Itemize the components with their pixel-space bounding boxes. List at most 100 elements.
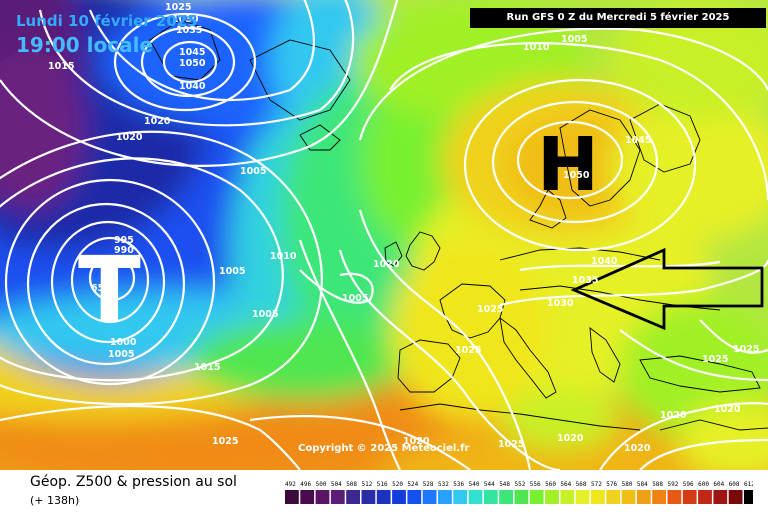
pressure-label: 1025 [165,2,191,13]
pressure-label: 1005 [240,166,266,177]
parameter-title: Géop. Z500 & pression au sol [30,474,237,490]
pressure-label: 1020 [116,132,143,143]
pressure-labels: 1025 1030 1035 1045 1050 1040 1015 1020 … [48,2,759,454]
color-scale-swatch [652,490,666,504]
pressure-label: 1040 [179,81,206,92]
pressure-label: 1005 [219,266,245,277]
map-canvas: H T 1025 1030 1035 1045 1050 1040 1015 1… [0,0,768,470]
pressure-label: 1020 [373,259,400,270]
color-scale-swatch [529,490,544,504]
color-scale-tick: 500 [316,481,327,488]
color-scale-tick: 492 [285,481,296,488]
color-scale-tick: 504 [331,481,342,488]
color-scale-swatch [667,490,682,504]
color-scale-tick: 536 [453,481,464,488]
copyright-text: Copyright © 2025 Meteociel.fr [298,443,470,454]
low-pressure-letter: T [78,237,141,344]
pressure-label: 1045 [179,47,205,58]
color-scale-tick: 532 [438,481,449,488]
color-scale-tick: 560 [545,481,556,488]
color-scale-swatch [682,490,697,504]
pressure-label: 1015 [48,61,74,72]
color-scale-swatch [744,490,753,504]
color-scale-tick: 584 [637,481,648,488]
color-scale-tick: 600 [698,481,709,488]
color-scale-tick: 612 [744,481,753,488]
color-scale-swatch [545,490,559,504]
color-scale-tick: 548 [499,481,510,488]
pressure-label: 1020 [557,433,584,444]
pressure-label: 1005 [108,349,134,360]
pressure-label: 1025 [212,436,238,447]
color-scale-tick: 596 [683,481,694,488]
color-scale-swatch [346,490,360,504]
color-scale-swatch [376,490,391,504]
forecast-date: Lundi 10 février 2025 [16,12,198,30]
color-scale-swatch [636,490,651,504]
color-scale-swatch [728,490,743,504]
color-scale-tick: 604 [713,481,724,488]
model-run-info: Run GFS 0 Z du Mercredi 5 février 2025 [470,8,766,28]
pressure-label: 1035 [176,25,202,36]
color-scale-tick: 568 [576,481,587,488]
color-scale-swatch [621,490,636,504]
pressure-label: 1020 [144,116,171,127]
color-scale-swatch [713,490,728,504]
pressure-label: 1030 [172,14,199,25]
pressure-label: 1000 [110,337,137,348]
weather-map: H T 1025 1030 1035 1045 1050 1040 1015 1… [0,0,768,470]
pressure-label: 1050 [179,58,206,69]
color-scale-swatch [499,490,513,504]
color-scale-tick: 572 [591,481,602,488]
pressure-label: 1005 [252,309,278,320]
pressure-centers: H T [78,122,599,344]
pressure-label: 1050 [563,170,590,181]
pressure-label: 1005 [561,34,587,45]
color-scale-swatch [468,490,483,504]
color-scale-tick: 512 [362,481,373,488]
pressure-label: 1025 [498,439,524,450]
color-scale-tick: 564 [560,481,571,488]
color-scale-swatch [361,490,376,504]
pressure-label: 1015 [194,362,220,373]
forecast-local-time: 19:00 locale [16,33,153,57]
color-scale-swatch [698,490,712,504]
color-scale-tick: 520 [392,481,403,488]
color-scale-swatch [300,490,315,504]
pressure-label: 1020 [660,410,687,421]
color-scale-swatch [438,490,452,504]
pressure-label: 1025 [455,345,481,356]
pressure-label: 995 [114,235,134,246]
color-scale-swatch [422,490,437,504]
color-scale-swatch [330,490,345,504]
color-scale-swatch [315,490,330,504]
color-scale-tick: 588 [652,481,663,488]
pressure-label: 1020 [714,404,741,415]
pressure-label: 1025 [477,304,503,315]
pressure-label: 990 [114,245,134,256]
color-scale-tick: 508 [346,481,357,488]
color-scale-tick: 580 [622,481,633,488]
pressure-label: 1030 [547,298,574,309]
color-scale-tick: 540 [469,481,480,488]
lead-time: (+ 138h) [30,494,80,507]
color-scale-swatch [453,490,468,504]
pressure-label: 1010 [270,251,297,262]
color-scale: 492 496 500 504 508 512 516 520 524 528 532 536 540 5… [285,481,753,504]
color-scale-tick: 552 [515,481,526,488]
color-scale-swatch [407,490,422,504]
wind-arrow-icon [570,247,764,331]
color-scale-tick: 516 [377,481,388,488]
pressure-label: 1040 [591,256,618,267]
pressure-label: 1025 [702,354,728,365]
color-scale-tick: 592 [668,481,679,488]
pressure-label: 65 [91,283,104,294]
color-scale-tick: 528 [423,481,434,488]
color-scale-tick: 524 [407,481,418,488]
pressure-label: 1025 [733,344,759,355]
pressure-label: 1045 [625,135,651,146]
color-scale-swatch [575,490,590,504]
legend-footer: Géop. Z500 & pression au sol (+ 138h) 49… [0,470,768,512]
high-pressure-letter: H [537,122,599,208]
color-scale-swatch [392,490,406,504]
